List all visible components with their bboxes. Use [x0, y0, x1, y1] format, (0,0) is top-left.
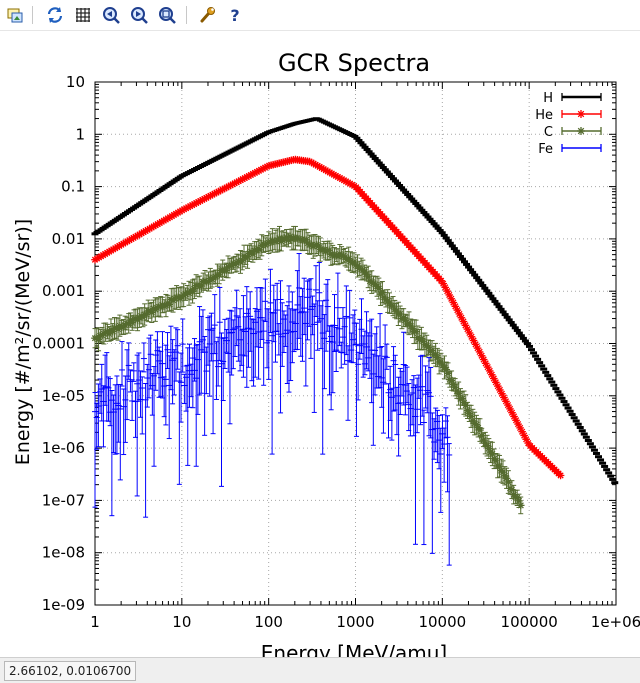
legend: H He C Fe	[535, 91, 601, 157]
zoom-next-button[interactable]	[128, 4, 150, 26]
help-button[interactable]: ?	[224, 4, 246, 26]
x-tick-label: 1000	[336, 613, 374, 631]
x-tick-label: 100000	[501, 613, 558, 631]
y-axis-title: Energy [#/m²/sr/(MeV/sr)]	[12, 219, 34, 465]
x-tick-label: 1	[90, 613, 100, 631]
plot-area[interactable]: 1 10 100 1000 10000 100000 1e+06 1e-09 1e-08 1e-0…	[0, 31, 640, 657]
toolbar-separator	[32, 6, 33, 24]
x-tick-label: 10000	[418, 613, 466, 631]
grid-lines	[95, 82, 616, 605]
y-tick-label: 1e-06	[42, 439, 85, 457]
toolbar: ?	[0, 0, 640, 31]
y-tick-label: 0.01	[52, 230, 85, 248]
legend-item: He	[535, 108, 601, 123]
y-tick-label: 10	[66, 73, 85, 91]
legend-item: Fe	[538, 142, 601, 157]
x-tick-label: 100	[254, 613, 283, 631]
settings-button[interactable]	[196, 4, 218, 26]
export-button[interactable]	[4, 4, 26, 26]
svg-text:?: ?	[230, 6, 239, 24]
autoscale-icon	[158, 6, 176, 24]
chart: 1 10 100 1000 10000 100000 1e+06 1e-09 1e-08 1e-0…	[0, 31, 640, 657]
legend-label: C	[544, 125, 553, 140]
mouse-coordinates: 2.66102, 0.0106700	[4, 661, 136, 681]
wrench-icon	[198, 6, 216, 24]
legend-label: H	[543, 91, 553, 106]
replot-button[interactable]	[44, 4, 66, 26]
question-mark-icon: ?	[226, 6, 244, 24]
zoom-previous-icon	[102, 6, 120, 24]
legend-label: He	[535, 108, 553, 123]
data-point	[421, 410, 427, 544]
zoom-next-icon	[130, 6, 148, 24]
y-tick-label: 1e-09	[42, 596, 85, 614]
export-image-icon	[6, 6, 24, 24]
x-axis-title: Energy [MeV/amu]	[261, 641, 447, 657]
y-tick-label: 1	[75, 125, 85, 143]
y-tick-label: 0.0001	[33, 335, 86, 353]
y-tick-label: 0.1	[61, 178, 85, 196]
x-tick-label: 10	[172, 613, 191, 631]
x-tick-label: 1e+06	[591, 613, 640, 631]
chart-title: GCR Spectra	[278, 49, 430, 77]
refresh-arrows-icon	[46, 6, 64, 24]
legend-label: Fe	[538, 142, 553, 157]
data-point	[557, 472, 565, 480]
grid-button[interactable]	[72, 4, 94, 26]
legend-item: H	[543, 91, 601, 106]
y-tick-label: 1e-07	[42, 491, 85, 509]
grid-icon	[74, 6, 92, 24]
zoom-previous-button[interactable]	[100, 4, 122, 26]
y-tick-label: 1e-05	[42, 387, 85, 405]
status-bar: 2.66102, 0.0106700	[0, 657, 640, 683]
data-point	[141, 343, 147, 372]
autoscale-button[interactable]	[156, 4, 178, 26]
data-point	[119, 342, 125, 386]
data-point	[345, 247, 353, 270]
toolbar-separator	[186, 6, 187, 24]
y-tick-label: 1e-08	[42, 544, 85, 562]
series-layer	[91, 119, 618, 565]
y-tick-label: 0.001	[42, 282, 85, 300]
legend-item: C	[544, 125, 601, 140]
